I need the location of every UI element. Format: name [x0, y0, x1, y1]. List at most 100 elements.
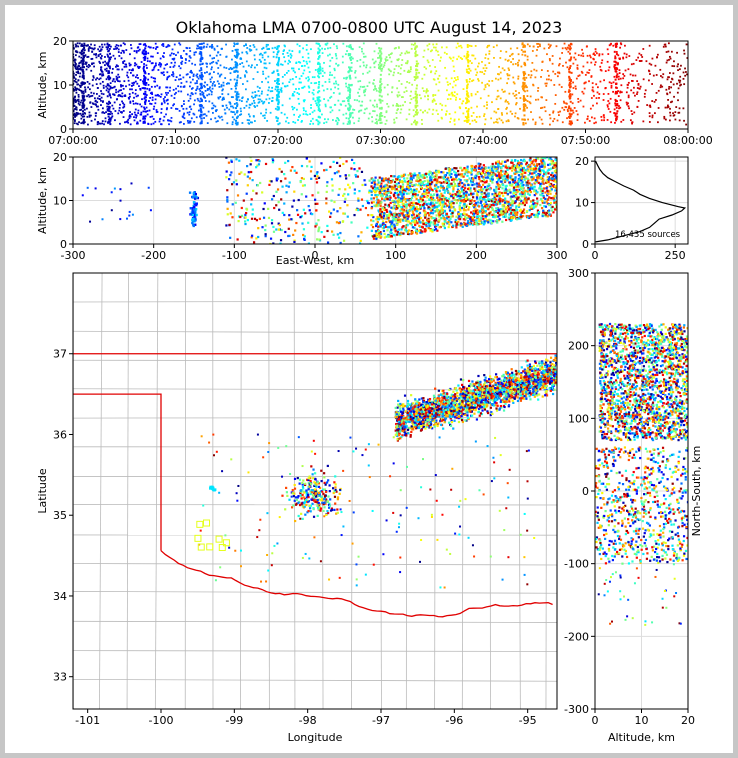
- source-point: [684, 67, 686, 70]
- source-point: [302, 113, 305, 116]
- source-point: [183, 117, 186, 120]
- source-point: [139, 119, 142, 122]
- source-point: [381, 99, 384, 102]
- source-point: [336, 117, 339, 119]
- source-point: [436, 196, 439, 199]
- source-point: [661, 76, 664, 79]
- source-point: [589, 54, 591, 57]
- source-point: [568, 71, 571, 74]
- source-point: [180, 61, 183, 64]
- source-point: [338, 92, 341, 95]
- source-point: [160, 111, 163, 114]
- source-point: [337, 64, 339, 67]
- source-point: [400, 228, 403, 231]
- source-point: [236, 51, 239, 54]
- source-point: [152, 47, 155, 49]
- source-point: [349, 44, 352, 47]
- source-point: [76, 112, 79, 115]
- source-point: [453, 182, 457, 186]
- source-point: [467, 55, 470, 58]
- source-point: [204, 81, 206, 84]
- source-point: [246, 119, 249, 121]
- source-point: [625, 53, 628, 56]
- source-point: [75, 89, 77, 92]
- source-point: [396, 221, 400, 224]
- source-point: [379, 67, 382, 70]
- source-point: [73, 112, 76, 115]
- source-point: [391, 86, 394, 89]
- source-point: [540, 118, 543, 121]
- source-point: [172, 58, 175, 61]
- source-point: [679, 84, 681, 87]
- source-point: [465, 191, 468, 194]
- source-point: [480, 193, 483, 196]
- source-point: [493, 194, 496, 197]
- source-point: [359, 104, 362, 107]
- source-point: [465, 79, 468, 82]
- source-point: [218, 85, 221, 88]
- source-point: [172, 71, 174, 74]
- source-point: [239, 114, 241, 116]
- source-point: [497, 173, 500, 176]
- source-point: [523, 107, 526, 110]
- source-point: [288, 81, 291, 84]
- source-point: [550, 79, 553, 82]
- source-point: [111, 115, 114, 118]
- source-point: [615, 76, 618, 79]
- source-point: [437, 176, 440, 179]
- source-point: [488, 44, 491, 47]
- source-point: [221, 47, 223, 50]
- source-point: [539, 190, 542, 193]
- source-point: [349, 112, 352, 115]
- source-point: [78, 103, 81, 106]
- source-point: [623, 75, 626, 77]
- source-point: [525, 84, 527, 87]
- source-point: [425, 88, 428, 91]
- source-point: [568, 59, 571, 62]
- source-point: [550, 186, 553, 190]
- source-point: [486, 83, 489, 85]
- source-point: [82, 77, 85, 80]
- source-point: [563, 101, 566, 104]
- source-point: [482, 188, 485, 191]
- source-point: [73, 88, 75, 90]
- source-point: [335, 119, 338, 122]
- source-point: [380, 47, 383, 50]
- source-point: [108, 93, 111, 96]
- source-point: [423, 73, 426, 76]
- source-point: [208, 93, 210, 96]
- source-point: [563, 205, 565, 207]
- source-point: [370, 185, 373, 188]
- source-point: [502, 175, 505, 178]
- source-point: [277, 106, 280, 109]
- source-point: [565, 102, 568, 105]
- source-point: [557, 184, 559, 186]
- source-point: [75, 68, 78, 71]
- source-point: [419, 179, 422, 182]
- source-point: [614, 43, 617, 46]
- source-point: [148, 89, 151, 92]
- source-point: [210, 61, 213, 64]
- source-point: [377, 52, 380, 55]
- source-point: [568, 68, 571, 71]
- source-point: [90, 91, 93, 94]
- source-point: [241, 51, 244, 54]
- source-point: [586, 117, 589, 120]
- source-point: [312, 93, 315, 96]
- source-point: [647, 69, 650, 72]
- source-point: [474, 211, 477, 215]
- source-point: [151, 62, 154, 65]
- source-point: [410, 43, 413, 46]
- source-point: [123, 105, 126, 108]
- source-point: [295, 88, 297, 90]
- source-point: [302, 86, 305, 89]
- source-point: [478, 184, 481, 187]
- source-point: [354, 76, 357, 79]
- source-point: [452, 56, 455, 59]
- source-point: [415, 64, 418, 67]
- source-point: [475, 74, 478, 76]
- source-point: [500, 112, 503, 114]
- source-point: [341, 61, 344, 64]
- source-point: [491, 79, 494, 82]
- source-point: [160, 102, 163, 105]
